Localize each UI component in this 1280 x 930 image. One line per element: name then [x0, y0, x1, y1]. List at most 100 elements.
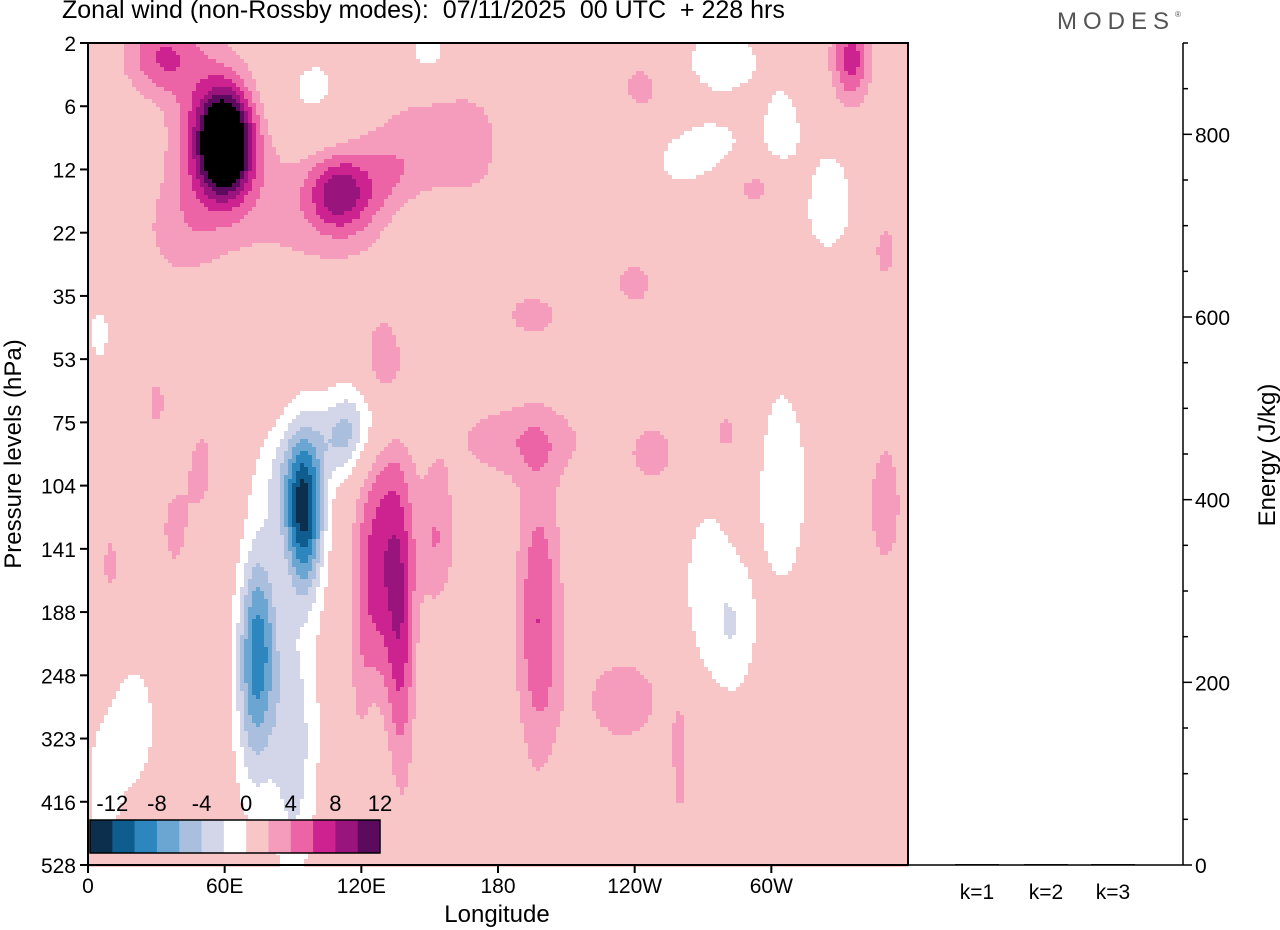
heatmap-cell — [212, 123, 216, 127]
heatmap-cell — [808, 103, 812, 107]
heatmap-cell — [512, 107, 516, 111]
heatmap-cell — [284, 95, 288, 99]
heatmap-cell — [384, 119, 388, 123]
heatmap-cell — [372, 111, 376, 115]
heatmap-cell — [648, 111, 652, 115]
heatmap-cell — [312, 47, 316, 51]
heatmap-cell — [320, 51, 324, 55]
heatmap-cell — [220, 107, 224, 111]
heatmap-cell — [320, 103, 324, 107]
heatmap-cell — [840, 67, 844, 71]
heatmap-cell — [452, 123, 456, 127]
heatmap-cell — [256, 47, 260, 51]
heatmap-cell — [312, 131, 316, 135]
heatmap-cell — [452, 115, 456, 119]
heatmap-cell — [356, 59, 360, 63]
heatmap-cell — [812, 115, 816, 119]
heatmap-cell — [172, 83, 176, 87]
heatmap-cell — [284, 83, 288, 87]
heatmap-cell — [660, 115, 664, 119]
heatmap-cell — [132, 79, 136, 83]
heatmap-cell — [152, 119, 156, 123]
heatmap-cell — [876, 71, 880, 75]
heatmap-cell — [300, 131, 304, 135]
heatmap-cell — [828, 75, 832, 79]
heatmap-cell — [688, 75, 692, 79]
heatmap-cell — [288, 67, 292, 71]
heatmap-cell — [440, 71, 444, 75]
heatmap-cell — [120, 143, 124, 147]
heatmap-cell — [796, 67, 800, 71]
heatmap-cell — [220, 119, 224, 123]
heatmap-cell — [372, 99, 376, 103]
heatmap-cell — [336, 95, 340, 99]
heatmap-cell — [384, 59, 388, 63]
heatmap-cell — [612, 63, 616, 67]
heatmap-cell — [636, 127, 640, 131]
heatmap-cell — [764, 47, 768, 51]
heatmap-cell — [876, 43, 880, 47]
heatmap-cell — [92, 47, 96, 51]
heatmap-cell — [256, 91, 260, 95]
heatmap-cell — [812, 103, 816, 107]
heatmap-cell — [88, 47, 92, 51]
heatmap-cell — [304, 143, 308, 147]
heatmap-cell — [104, 131, 108, 135]
heatmap-cell — [216, 123, 220, 127]
heatmap-cell — [516, 131, 520, 135]
heatmap-cell — [500, 135, 504, 139]
heatmap-cell — [588, 123, 592, 127]
heatmap-cell — [604, 103, 608, 107]
heatmap-cell — [396, 135, 400, 139]
heatmap-cell — [464, 47, 468, 51]
heatmap-cell — [600, 83, 604, 87]
heatmap-cell — [400, 91, 404, 95]
heatmap-cell — [152, 67, 156, 71]
heatmap-cell — [352, 59, 356, 63]
heatmap-cell — [680, 95, 684, 99]
heatmap-cell — [876, 59, 880, 63]
heatmap-cell — [296, 99, 300, 103]
heatmap-cell — [232, 83, 236, 87]
heatmap-cell — [288, 99, 292, 103]
heatmap-cell — [368, 123, 372, 127]
heatmap-cell — [436, 127, 440, 131]
heatmap-cell — [244, 71, 248, 75]
heatmap-cell — [256, 63, 260, 67]
heatmap-cell — [672, 83, 676, 87]
heatmap-cell — [304, 139, 308, 143]
heatmap-cell — [272, 115, 276, 119]
heatmap-cell — [116, 135, 120, 139]
heatmap-cell — [364, 63, 368, 67]
heatmap-cell — [308, 67, 312, 71]
heatmap-cell — [388, 143, 392, 147]
heatmap-cell — [272, 83, 276, 87]
heatmap-cell — [484, 131, 488, 135]
heatmap-cell — [292, 139, 296, 143]
heatmap-cell — [212, 127, 216, 131]
heatmap-cell — [652, 115, 656, 119]
heatmap-cell — [368, 131, 372, 135]
heatmap-cell — [260, 63, 264, 67]
heatmap-cell — [104, 55, 108, 59]
heatmap-cell — [232, 143, 236, 147]
heatmap-cell — [640, 99, 644, 103]
heatmap-cell — [328, 75, 332, 79]
heatmap-cell — [144, 79, 148, 83]
heatmap-cell — [276, 75, 280, 79]
heatmap-cell — [548, 95, 552, 99]
heatmap-cell — [560, 139, 564, 143]
heatmap-cell — [568, 55, 572, 59]
heatmap-cell — [764, 75, 768, 79]
heatmap-cell — [280, 103, 284, 107]
heatmap-cell — [548, 127, 552, 131]
heatmap-cell — [204, 63, 208, 67]
heatmap-cell — [412, 67, 416, 71]
heatmap-cell — [436, 123, 440, 127]
heatmap-cell — [328, 67, 332, 71]
heatmap-cell — [340, 43, 344, 47]
heatmap-cell — [592, 99, 596, 103]
heatmap-cell — [108, 131, 112, 135]
heatmap-cell — [312, 103, 316, 107]
heatmap-cell — [160, 43, 164, 47]
